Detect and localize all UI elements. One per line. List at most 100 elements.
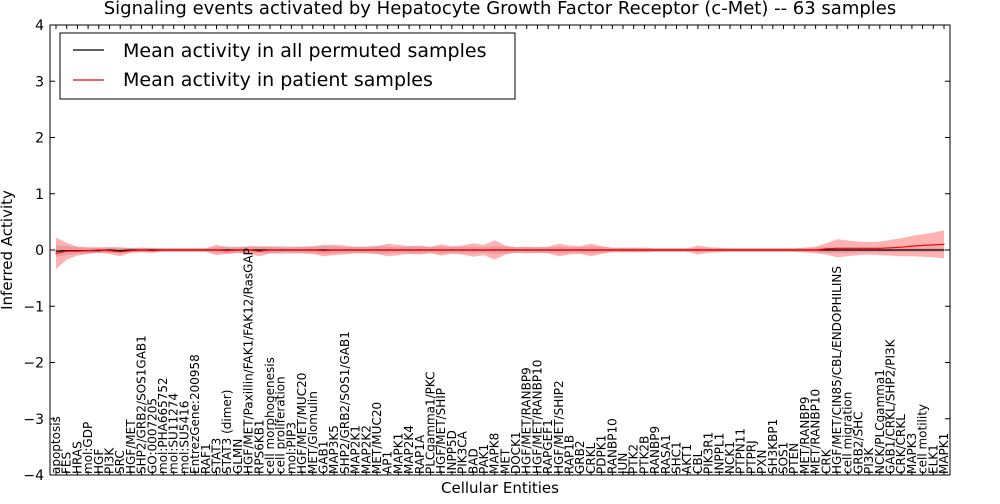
x-tick-label-14: RAF1 [199, 443, 213, 474]
x-tick-label-11: mol:SU11274 [167, 393, 181, 474]
x-axis-label: Cellular Entities [441, 479, 559, 497]
point-series-1-22 [290, 249, 292, 251]
x-tick-label-40: PAK1 [477, 444, 491, 474]
x-tick-label-38: PIK3CA [456, 430, 470, 474]
x-tick-label-1: FES [60, 452, 74, 474]
point-series-1-70 [804, 249, 806, 251]
point-series-1-11 [173, 249, 175, 251]
legend-label-patient: Mean activity in patient samples [123, 69, 433, 91]
point-series-1-58 [675, 249, 678, 251]
x-tick-label-83: MAPK1 [937, 433, 951, 474]
point-series-1-8 [141, 249, 143, 251]
x-tick-label-28: MAP2K1 [349, 425, 363, 474]
legend-label-permuted: Mean activity in all permuted samples [123, 40, 486, 62]
x-tick-label-52: RANBP10 [605, 418, 619, 474]
point-series-1-62 [718, 249, 720, 251]
point-series-1-19 [258, 250, 260, 252]
x-tick-label-5: PI3K [103, 447, 117, 474]
point-series-1-44 [526, 249, 528, 251]
x-tick-label-41: MAPK8 [488, 433, 502, 474]
x-tick-label-26: MAP3K5 [327, 425, 341, 474]
x-tick-label-36: HGF/MET/SHIP [434, 388, 448, 474]
x-tick-label-76: PI3K [862, 447, 876, 474]
point-series-1-18 [248, 249, 250, 251]
x-tick-label-17: GLMN [231, 439, 245, 474]
x-tick-label-73: HGF/MET/CIN85/CBL/ENDOPHILINS [830, 266, 844, 474]
point-series-1-27 [344, 249, 346, 251]
point-series-1-17 [237, 249, 239, 251]
point-series-1-75 [857, 247, 860, 249]
y-tick-label-4: 4 [35, 18, 44, 34]
x-tick-label-79: CRK/CRKL [894, 414, 908, 474]
x-tick-label-64: PTPN11 [734, 428, 748, 474]
point-series-1-51 [601, 249, 603, 251]
point-series-1-6 [119, 251, 121, 253]
x-tick-label-56: RANBP9 [648, 426, 662, 474]
point-series-1-83 [943, 243, 945, 245]
point-series-1-12 [183, 249, 185, 251]
point-series-1-74 [847, 247, 849, 249]
point-series-1-25 [322, 250, 325, 252]
x-tick-label-29: MAP2K2 [359, 425, 373, 474]
point-series-1-31 [387, 249, 389, 251]
point-series-0-80 [911, 249, 913, 251]
y-tick-label-1: 1 [35, 187, 44, 203]
x-tick-label-78: GAB1/CRKL/SHP2/PI3K [884, 338, 898, 474]
y-tick-label-3: 3 [35, 74, 44, 90]
x-tick-label-8: SHP2/GRB2/SOS1GAB1 [135, 335, 149, 474]
point-series-1-16 [226, 250, 228, 252]
x-tick-label-44: HGF/MET/RANBP9 [520, 367, 534, 474]
plot-area: −4−3−2−101234apoptosisFESHRASmol:GDPHGFP… [23, 18, 951, 484]
point-series-1-50 [590, 249, 592, 251]
point-series-1-42 [504, 249, 506, 251]
point-series-1-76 [868, 247, 870, 249]
point-series-1-78 [889, 247, 892, 249]
point-series-1-38 [462, 249, 464, 251]
x-tick-label-72: CRK [819, 448, 833, 474]
x-tick-label-0: apoptosis [49, 416, 63, 474]
y-tick-label-0: 0 [35, 243, 44, 259]
point-series-1-66 [761, 249, 763, 251]
x-tick-label-13: EntrezGene:200958 [188, 354, 202, 474]
point-series-0-74 [847, 249, 849, 251]
x-tick-label-33: MAP2K4 [402, 425, 416, 474]
x-tick-label-49: GRB2 [573, 440, 587, 474]
x-tick-label-70: MET/RANBP9 [798, 397, 812, 474]
point-series-0-78 [889, 249, 892, 251]
y-tick-label--3: −3 [23, 412, 44, 428]
x-tick-label-61: PIK3R1 [702, 432, 716, 474]
point-series-1-67 [772, 249, 774, 251]
point-series-1-13 [194, 249, 196, 251]
point-series-1-20 [269, 249, 271, 251]
point-series-1-81 [922, 244, 924, 247]
y-tick-label-2: 2 [35, 131, 44, 147]
point-series-1-1 [66, 250, 68, 252]
x-tick-label-59: AKT1 [680, 444, 694, 474]
point-series-1-39 [472, 249, 474, 251]
point-series-1-7 [130, 250, 132, 252]
point-series-1-52 [611, 249, 613, 251]
point-series-0-75 [857, 249, 860, 251]
x-tick-label-15: STAT3 [210, 438, 224, 474]
x-tick-label-74: cell migration [841, 392, 855, 474]
point-series-0-19 [258, 249, 260, 251]
x-tick-label-32: MAPK1 [391, 433, 405, 474]
y-tick-label--1: −1 [23, 299, 44, 315]
x-tick-label-27: SHP2/GRB2/SOS1/GAB1 [338, 331, 352, 474]
x-tick-label-65: PTPRJ [744, 440, 758, 474]
x-tick-label-82: ELK1 [926, 444, 940, 474]
x-tick-label-6: SRC [113, 450, 127, 474]
x-tick-label-45: HGF/MET/RANBP10 [530, 360, 544, 474]
legend: Mean activity in all permuted samples Me… [59, 32, 516, 100]
point-series-1-21 [280, 249, 282, 251]
x-tick-label-68: SOS1 [777, 442, 791, 474]
x-tick-label-2: HRAS [70, 441, 84, 474]
point-series-1-59 [686, 249, 688, 251]
x-tick-label-66: PXN [755, 450, 769, 474]
point-series-1-53 [622, 249, 624, 251]
x-tick-label-80: MAPK3 [905, 433, 919, 474]
point-series-1-80 [911, 245, 913, 247]
point-series-1-46 [547, 249, 549, 251]
x-tick-label-53: JUN [616, 453, 630, 475]
point-series-0-72 [825, 249, 827, 251]
